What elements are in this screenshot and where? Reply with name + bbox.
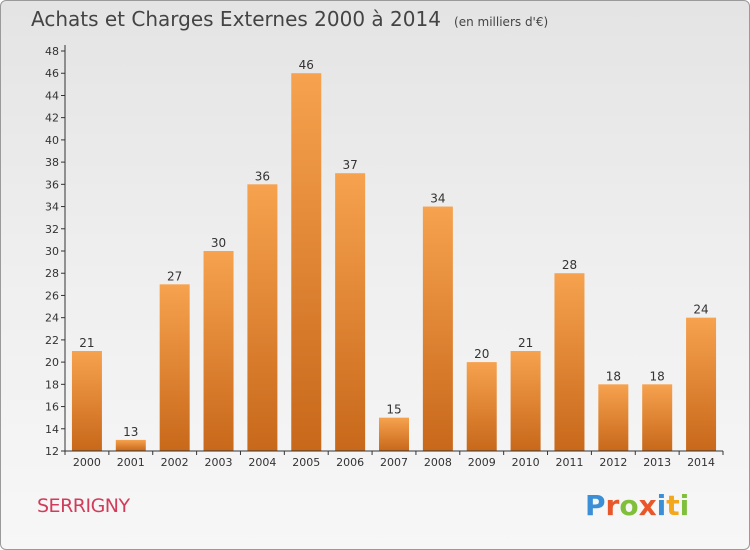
- y-tick-label-14: 14: [45, 423, 59, 436]
- bar-2009: [466, 362, 497, 451]
- bar-2012: [598, 384, 629, 451]
- x-tick-label-2013: 2013: [643, 456, 671, 469]
- data-label-2009: 20: [474, 347, 489, 361]
- bar-2000: [71, 351, 102, 451]
- data-label-2004: 36: [255, 169, 270, 183]
- logo-letter: i: [679, 489, 690, 522]
- x-tick-label-2004: 2004: [248, 456, 276, 469]
- x-tick-label-2006: 2006: [336, 456, 364, 469]
- logo-letter: t: [666, 489, 680, 522]
- y-tick-label-26: 26: [45, 289, 59, 302]
- x-tick-label-2002: 2002: [161, 456, 189, 469]
- data-label-2006: 37: [342, 158, 357, 172]
- y-tick-label-28: 28: [45, 267, 59, 280]
- y-tick-label-40: 40: [45, 134, 59, 147]
- y-tick-label-36: 36: [45, 178, 59, 191]
- y-tick-label-42: 42: [45, 112, 59, 125]
- data-label-2005: 46: [299, 58, 314, 72]
- data-label-2010: 21: [518, 336, 533, 350]
- y-tick-label-38: 38: [45, 156, 59, 169]
- y-tick-label-34: 34: [45, 201, 59, 214]
- y-tick-label-18: 18: [45, 378, 59, 391]
- y-tick-label-24: 24: [45, 312, 59, 325]
- x-tick-label-2011: 2011: [555, 456, 583, 469]
- logo-letter: x: [638, 489, 657, 522]
- data-label-2008: 34: [430, 192, 445, 206]
- y-tick-label-20: 20: [45, 356, 59, 369]
- data-label-2012: 18: [606, 369, 621, 383]
- chart-title-block: Achats et Charges Externes 2000 à 2014 (…: [31, 7, 548, 31]
- logo-letter: r: [605, 489, 620, 522]
- y-tick-label-30: 30: [45, 245, 59, 258]
- logo-letter: i: [656, 489, 667, 522]
- bar-2005: [291, 73, 322, 451]
- bar-2003: [203, 251, 234, 451]
- y-tick-label-44: 44: [45, 89, 59, 102]
- commune-name: SERRIGNY: [37, 495, 130, 517]
- y-tick-label-22: 22: [45, 334, 59, 347]
- logo-letter: o: [619, 489, 639, 522]
- x-tick-label-2005: 2005: [292, 456, 320, 469]
- bar-2010: [510, 351, 541, 451]
- data-label-2011: 28: [562, 258, 577, 272]
- bar-2006: [335, 173, 366, 451]
- x-tick-label-2014: 2014: [687, 456, 715, 469]
- data-label-2014: 24: [693, 303, 708, 317]
- logo-letter: P: [585, 489, 606, 522]
- x-tick-label-2007: 2007: [380, 456, 408, 469]
- y-tick-label-16: 16: [45, 401, 59, 414]
- x-tick-label-2008: 2008: [424, 456, 452, 469]
- bar-2013: [642, 384, 673, 451]
- bar-2001: [115, 439, 146, 451]
- x-tick-label-2009: 2009: [468, 456, 496, 469]
- bars-group: 21 13 27 30 36 46 37 15 34 20 21 28 18 18 24: [71, 58, 717, 452]
- x-tick-label-2003: 2003: [205, 456, 233, 469]
- proxiti-logo: Proxiti: [585, 489, 689, 522]
- chart-title: Achats et Charges Externes 2000 à 2014: [31, 7, 441, 31]
- y-tick-label-48: 48: [45, 45, 59, 58]
- bar-2008: [422, 206, 453, 451]
- x-tick-label-2001: 2001: [117, 456, 145, 469]
- data-label-2000: 21: [79, 336, 94, 350]
- data-label-2002: 27: [167, 269, 182, 283]
- x-tick-label-2010: 2010: [512, 456, 540, 469]
- y-tick-label-32: 32: [45, 223, 59, 236]
- bar-2004: [247, 184, 278, 452]
- data-label-2007: 15: [386, 403, 401, 417]
- chart-subtitle: (en milliers d'€): [454, 15, 549, 29]
- x-tick-label-2012: 2012: [599, 456, 627, 469]
- bar-2011: [554, 273, 585, 451]
- y-tick-label-12: 12: [45, 445, 59, 458]
- data-label-2003: 30: [211, 236, 226, 250]
- x-tick-label-2000: 2000: [73, 456, 101, 469]
- bar-2007: [379, 417, 409, 451]
- data-label-2013: 18: [650, 369, 665, 383]
- bar-2014: [686, 317, 717, 451]
- bar-2002: [159, 284, 190, 451]
- y-tick-label-46: 46: [45, 67, 59, 80]
- axes-group: 2000 2001 2002 2003 2004 2005 2006 2007 2008 2009…: [45, 45, 724, 469]
- data-label-2001: 13: [123, 425, 138, 439]
